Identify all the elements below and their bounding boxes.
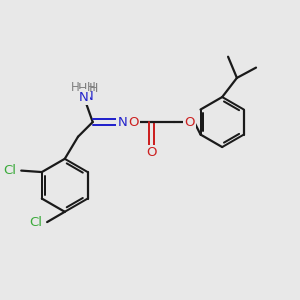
Text: O: O: [129, 116, 139, 128]
Text: O: O: [146, 146, 157, 159]
Text: Cl: Cl: [4, 164, 16, 177]
Text: H: H: [71, 81, 80, 94]
Text: H: H: [87, 81, 96, 94]
Text: H: H: [78, 82, 87, 95]
Text: Cl: Cl: [29, 216, 42, 229]
Text: O: O: [184, 116, 195, 128]
Text: H: H: [89, 82, 98, 95]
Text: N: N: [84, 90, 94, 103]
Text: N: N: [79, 91, 89, 103]
Text: N: N: [117, 116, 127, 128]
